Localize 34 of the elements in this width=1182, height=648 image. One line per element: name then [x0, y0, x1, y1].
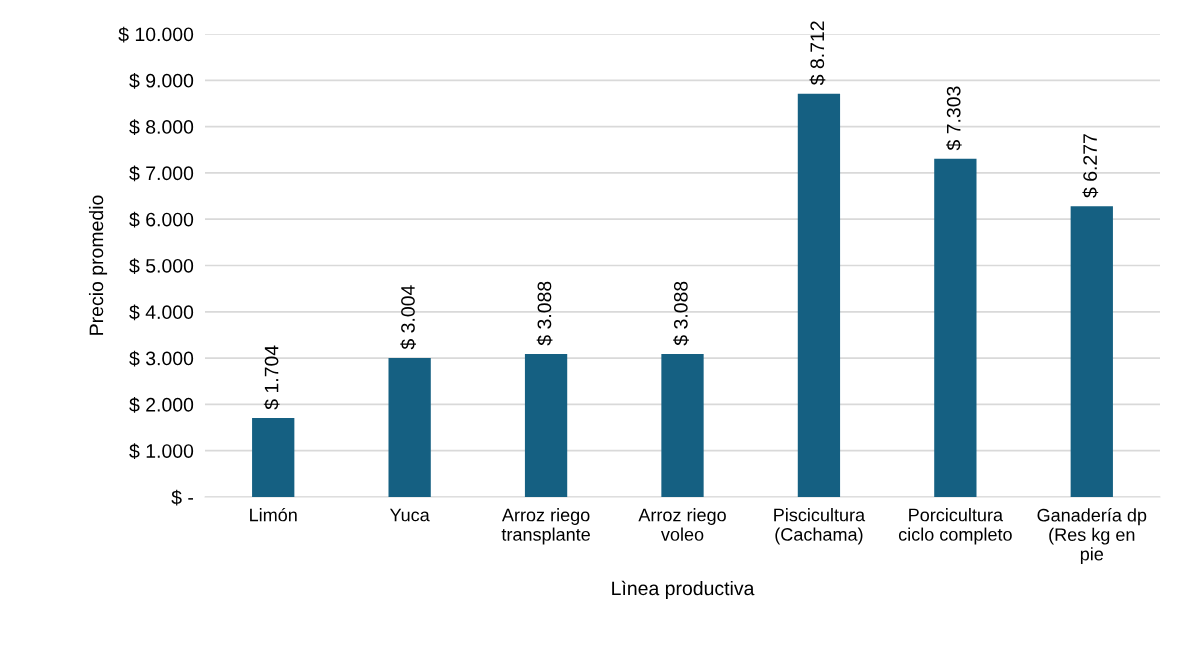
y-tick-label: $ 4.000 [129, 304, 194, 321]
y-axis-title: Precio promedio [88, 195, 108, 335]
x-tick-label: Arroz riego voleo [638, 508, 726, 541]
y-tick-label: $ 5.000 [129, 258, 194, 274]
x-axis-title: Lìnea productiva [612, 580, 755, 600]
x-tick-label: Porcicultura ciclo completo [898, 508, 1012, 545]
x-tick-label: Yuca [389, 508, 430, 522]
y-tick-label: $ 6.000 [129, 211, 194, 228]
bar [797, 93, 841, 497]
x-tick-label: Piscicultura (Cachama) [774, 508, 866, 545]
y-tick-label: $ 8.000 [129, 119, 194, 135]
y-tick-label: $ 7.000 [129, 165, 194, 182]
bar [388, 357, 431, 497]
y-tick-label: $ 10.000 [118, 26, 194, 43]
bar [252, 418, 295, 497]
y-tick-label: $ 1.000 [129, 443, 194, 460]
y-tick-label: $ 9.000 [129, 72, 194, 89]
data-label: $ 8.712 [809, 21, 826, 86]
data-label: $ 6.277 [1082, 134, 1099, 198]
x-tick-label: Ganadería dp (Res kg en pie [1037, 508, 1147, 565]
data-label: $ 7.303 [945, 86, 962, 151]
y-tick-label: $ - [171, 489, 194, 506]
bar [1070, 206, 1113, 497]
x-tick-label: Arroz riego transplante [501, 508, 590, 545]
x-tick-label: Limón [250, 507, 297, 522]
bar [524, 354, 568, 497]
data-label: $ 3.088 [536, 281, 553, 346]
y-tick-label: $ 2.000 [129, 397, 194, 413]
bar [661, 354, 704, 497]
data-label: $ 1.704 [263, 345, 280, 410]
y-tick-label: $ 3.000 [129, 350, 194, 367]
data-label: $ 3.088 [673, 281, 689, 346]
data-label: $ 3.004 [400, 285, 417, 350]
bar [934, 158, 977, 497]
